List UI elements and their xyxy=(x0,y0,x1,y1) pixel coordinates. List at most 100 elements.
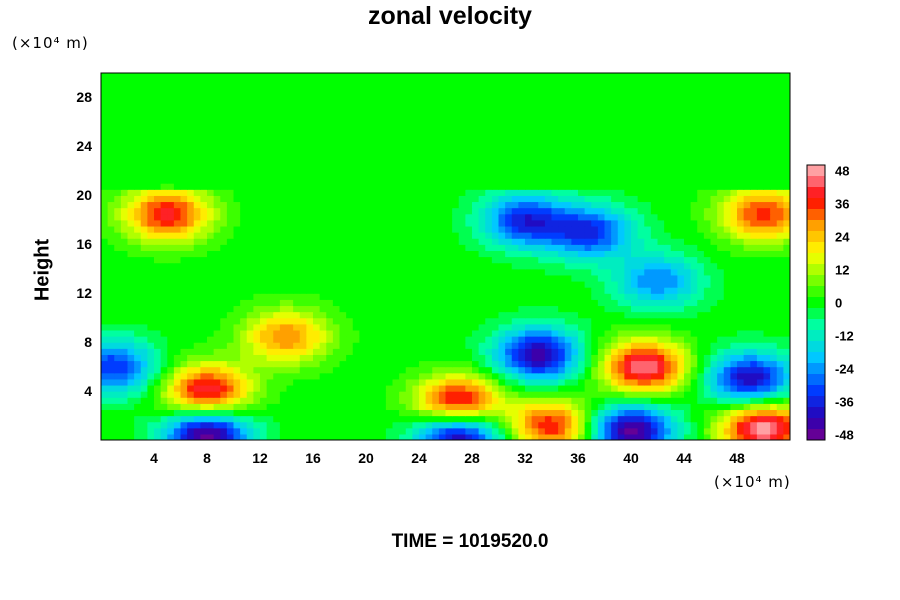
heatmap-cell xyxy=(485,274,493,282)
heatmap-cell xyxy=(478,384,486,392)
heatmap-cell xyxy=(120,409,129,417)
heatmap-cell xyxy=(120,391,129,398)
heatmap-cell xyxy=(551,244,559,251)
heatmap-cell xyxy=(160,268,168,276)
heatmap-cell xyxy=(710,317,718,325)
heatmap-cell xyxy=(624,323,632,331)
heatmap-cell xyxy=(200,201,208,209)
heatmap-cell xyxy=(624,427,632,435)
heatmap-cell xyxy=(763,433,771,440)
heatmap-cell xyxy=(180,225,188,233)
heatmap-cell xyxy=(770,274,778,282)
heatmap-cell xyxy=(332,183,341,190)
heatmap-cell xyxy=(604,213,612,221)
heatmap-cell xyxy=(173,164,182,172)
heatmap-cell xyxy=(425,238,433,245)
heatmap-cell xyxy=(472,189,480,196)
heatmap-cell xyxy=(617,360,625,368)
heatmap-cell xyxy=(147,336,155,343)
heatmap-cell xyxy=(498,421,506,429)
heatmap-cell xyxy=(723,427,731,435)
heatmap-cell xyxy=(134,140,142,147)
heatmap-cell xyxy=(624,256,632,264)
heatmap-cell xyxy=(770,250,778,258)
heatmap-cell xyxy=(299,201,307,209)
heatmap-cell xyxy=(498,183,506,190)
heatmap-cell xyxy=(578,287,586,294)
heatmap-cell xyxy=(260,213,268,221)
heatmap-cell xyxy=(266,262,274,270)
heatmap-cell xyxy=(518,433,526,440)
heatmap-cell xyxy=(180,207,188,215)
heatmap-cell xyxy=(657,378,665,386)
heatmap-cell xyxy=(127,342,135,349)
heatmap-cell xyxy=(419,158,427,166)
heatmap-cell xyxy=(326,366,334,374)
heatmap-cell xyxy=(405,225,413,233)
heatmap-cell xyxy=(379,152,387,160)
heatmap-cell xyxy=(624,287,632,294)
heatmap-cell xyxy=(399,293,407,300)
heatmap-cell xyxy=(200,164,208,172)
heatmap-cell xyxy=(160,299,168,307)
heatmap-cell xyxy=(710,219,718,227)
heatmap-cell xyxy=(717,256,725,264)
heatmap-cell xyxy=(253,391,261,398)
heatmap-cell xyxy=(147,256,155,264)
heatmap-cell xyxy=(783,262,790,270)
heatmap-cell xyxy=(637,146,645,154)
heatmap-cell xyxy=(723,250,731,258)
heatmap-cell xyxy=(346,427,354,435)
heatmap-cell xyxy=(511,299,519,307)
heatmap-cell xyxy=(359,348,367,355)
heatmap-cell xyxy=(578,342,586,349)
heatmap-cell xyxy=(551,176,559,184)
heatmap-cell xyxy=(783,329,790,337)
heatmap-cell xyxy=(578,391,586,398)
heatmap-cell xyxy=(597,274,606,282)
heatmap-cell xyxy=(611,305,619,313)
heatmap-cell xyxy=(392,311,400,319)
heatmap-cell xyxy=(690,232,698,239)
heatmap-cell xyxy=(472,244,480,251)
heatmap-cell xyxy=(730,262,738,270)
heatmap-cell xyxy=(611,378,619,386)
heatmap-cell xyxy=(525,262,533,270)
heatmap-cell xyxy=(392,299,400,307)
heatmap-cell xyxy=(286,201,294,209)
heatmap-cell xyxy=(485,232,493,239)
heatmap-cell xyxy=(306,207,314,215)
heatmap-cell xyxy=(452,427,460,435)
heatmap-cell xyxy=(412,293,420,300)
heatmap-cell xyxy=(538,366,546,374)
heatmap-cell xyxy=(604,293,612,300)
heatmap-cell xyxy=(498,299,506,307)
heatmap-cell xyxy=(776,164,784,172)
heatmap-cell xyxy=(697,372,705,380)
heatmap-cell xyxy=(750,280,758,288)
heatmap-cell xyxy=(730,232,738,239)
heatmap-cell xyxy=(412,238,420,245)
heatmap-cell xyxy=(246,225,254,233)
heatmap-cell xyxy=(306,232,314,239)
heatmap-cell xyxy=(147,305,155,313)
heatmap-cell xyxy=(399,176,407,184)
heatmap-cell xyxy=(346,311,354,319)
heatmap-cell xyxy=(498,409,506,417)
heatmap-cell xyxy=(220,176,228,184)
heatmap-cell xyxy=(213,250,221,258)
heatmap-cell xyxy=(273,354,281,362)
heatmap-cell xyxy=(419,421,427,429)
heatmap-cell xyxy=(511,158,519,166)
heatmap-cell xyxy=(677,415,685,423)
heatmap-cell xyxy=(664,397,672,404)
heatmap-cell xyxy=(180,189,188,196)
heatmap-cell xyxy=(425,366,433,374)
heatmap-cell xyxy=(279,366,288,374)
heatmap-cell xyxy=(339,415,347,423)
heatmap-cell xyxy=(399,256,407,264)
heatmap-cell xyxy=(491,274,500,282)
heatmap-cell xyxy=(253,293,261,300)
heatmap-cell xyxy=(452,183,460,190)
heatmap-cell xyxy=(611,311,619,319)
